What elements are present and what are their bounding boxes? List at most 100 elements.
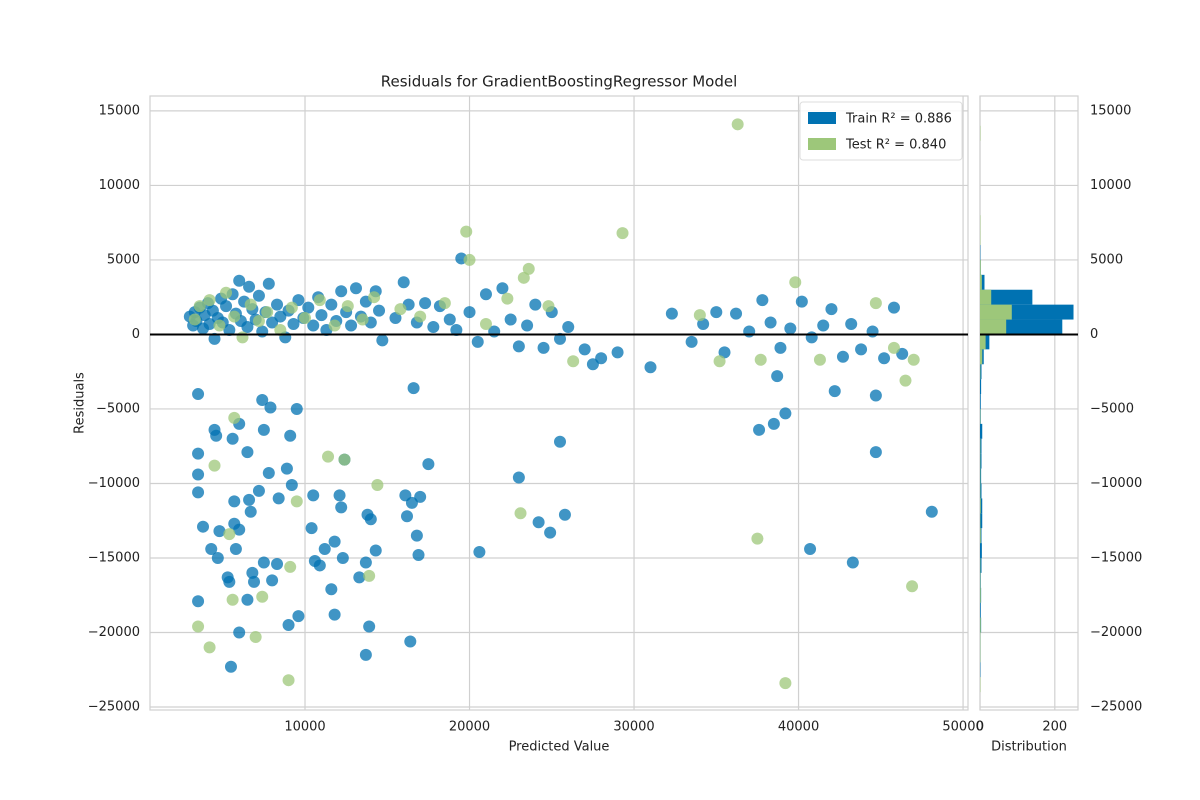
y-tick-label: 5000 [1090, 252, 1123, 267]
x-axis-label: Distribution [991, 740, 1067, 755]
point [193, 300, 206, 313]
x-tick-label: 200 [1042, 720, 1067, 735]
hist-bar [980, 274, 985, 290]
point [501, 292, 514, 305]
point [899, 374, 912, 387]
point [192, 388, 205, 401]
legend-swatch [808, 138, 836, 150]
point [272, 492, 285, 505]
point [422, 458, 435, 471]
point [287, 318, 300, 331]
point [282, 674, 295, 687]
y-tick-label: −5000 [1090, 401, 1134, 416]
point [244, 505, 257, 518]
point [228, 495, 241, 508]
point [644, 361, 657, 374]
point [368, 291, 381, 304]
point [208, 459, 221, 472]
point [224, 660, 237, 673]
point [188, 313, 201, 326]
point [363, 569, 376, 582]
point [282, 619, 295, 632]
point [586, 358, 599, 371]
point [213, 319, 226, 332]
point [274, 310, 287, 323]
point [813, 353, 826, 366]
point [514, 507, 527, 520]
point [322, 450, 335, 463]
point [554, 332, 567, 345]
point [241, 446, 254, 459]
point [290, 495, 303, 508]
point [731, 118, 744, 131]
point [504, 313, 517, 326]
point [262, 467, 275, 480]
point [256, 394, 269, 407]
point [285, 478, 298, 491]
point [743, 325, 756, 338]
x-tick-label: 40000 [778, 720, 819, 735]
point [210, 429, 223, 442]
point [252, 289, 265, 302]
point [256, 590, 269, 603]
point [512, 340, 525, 353]
point [264, 401, 277, 414]
point [443, 313, 456, 326]
hist-bar [980, 274, 982, 290]
point [261, 306, 274, 319]
point [307, 319, 320, 332]
legend-label: Test R² = 0.840 [845, 138, 946, 153]
point [325, 583, 338, 596]
point [685, 335, 698, 348]
point [887, 341, 900, 354]
point [412, 549, 425, 562]
point [473, 546, 486, 559]
point [228, 310, 241, 323]
point [804, 543, 817, 556]
legend-box [799, 101, 963, 161]
point [404, 635, 417, 648]
point [896, 347, 909, 360]
hist-bar [980, 438, 982, 454]
point [213, 525, 226, 538]
point [371, 478, 384, 491]
point [463, 253, 476, 266]
hist-bar [980, 498, 983, 514]
point [869, 389, 882, 402]
point [228, 411, 241, 424]
point [315, 309, 328, 322]
point [754, 353, 767, 366]
hist-bar [980, 617, 981, 633]
point [438, 297, 451, 310]
point [325, 298, 338, 311]
point [616, 227, 629, 240]
point [578, 343, 591, 356]
point [767, 417, 780, 430]
point [223, 528, 236, 541]
point [341, 300, 354, 313]
point [779, 407, 792, 420]
point [335, 285, 348, 298]
point [845, 318, 858, 331]
point [517, 271, 530, 284]
point [401, 510, 414, 523]
x-axis-label: Predicted Value [509, 740, 610, 755]
y-tick-label: −25000 [88, 700, 140, 715]
point [866, 325, 879, 338]
point [562, 320, 575, 333]
point [353, 571, 366, 584]
point [197, 520, 210, 533]
point [869, 297, 882, 310]
hist-bar [980, 364, 982, 380]
point [405, 496, 418, 509]
point [532, 516, 545, 529]
hist-bar [980, 453, 982, 469]
point [410, 529, 423, 542]
y-tick-label: 10000 [1090, 178, 1131, 193]
point [389, 312, 402, 325]
point [220, 286, 233, 299]
point [364, 513, 377, 526]
point [313, 559, 326, 572]
point [284, 429, 297, 442]
